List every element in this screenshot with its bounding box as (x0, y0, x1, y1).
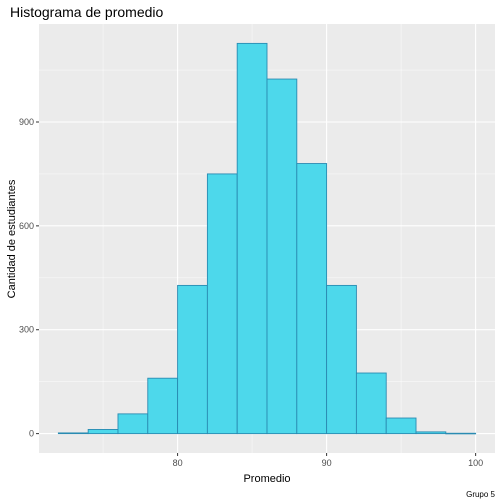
histogram-bar (206, 173, 238, 435)
x-axis-title: Promedio (243, 473, 290, 485)
chart-title: Histograma de promedio (10, 4, 164, 20)
y-tick-label: 300 (19, 325, 34, 335)
histogram-bars (57, 42, 477, 435)
histogram-bar (236, 42, 268, 435)
histogram-bar (57, 432, 89, 435)
histogram-bar (415, 431, 447, 435)
y-tick-label: 600 (19, 221, 34, 231)
x-tick-label: 100 (468, 458, 483, 468)
histogram-bar (177, 284, 208, 435)
histogram-bar (355, 372, 387, 435)
histogram-bar (445, 432, 477, 435)
y-axis-ticks: 0 300 600 900 (19, 117, 39, 439)
x-tick-label: 80 (173, 458, 183, 468)
y-axis-title: Cantidad de estudiantes (6, 179, 18, 298)
y-tick-label: 0 (29, 429, 34, 439)
histogram-bar (117, 413, 149, 435)
histogram-bar (385, 417, 417, 435)
y-tick-label: 900 (19, 117, 34, 127)
histogram-bar (266, 78, 298, 435)
histogram-bar (296, 163, 328, 435)
x-tick-label: 90 (322, 458, 332, 468)
histogram-bar (326, 284, 357, 435)
histogram-bar (87, 429, 119, 435)
x-axis-ticks: 80 90 100 (173, 453, 483, 468)
histogram-bar (147, 377, 179, 435)
chart-caption: Grupo 5 (466, 490, 495, 499)
